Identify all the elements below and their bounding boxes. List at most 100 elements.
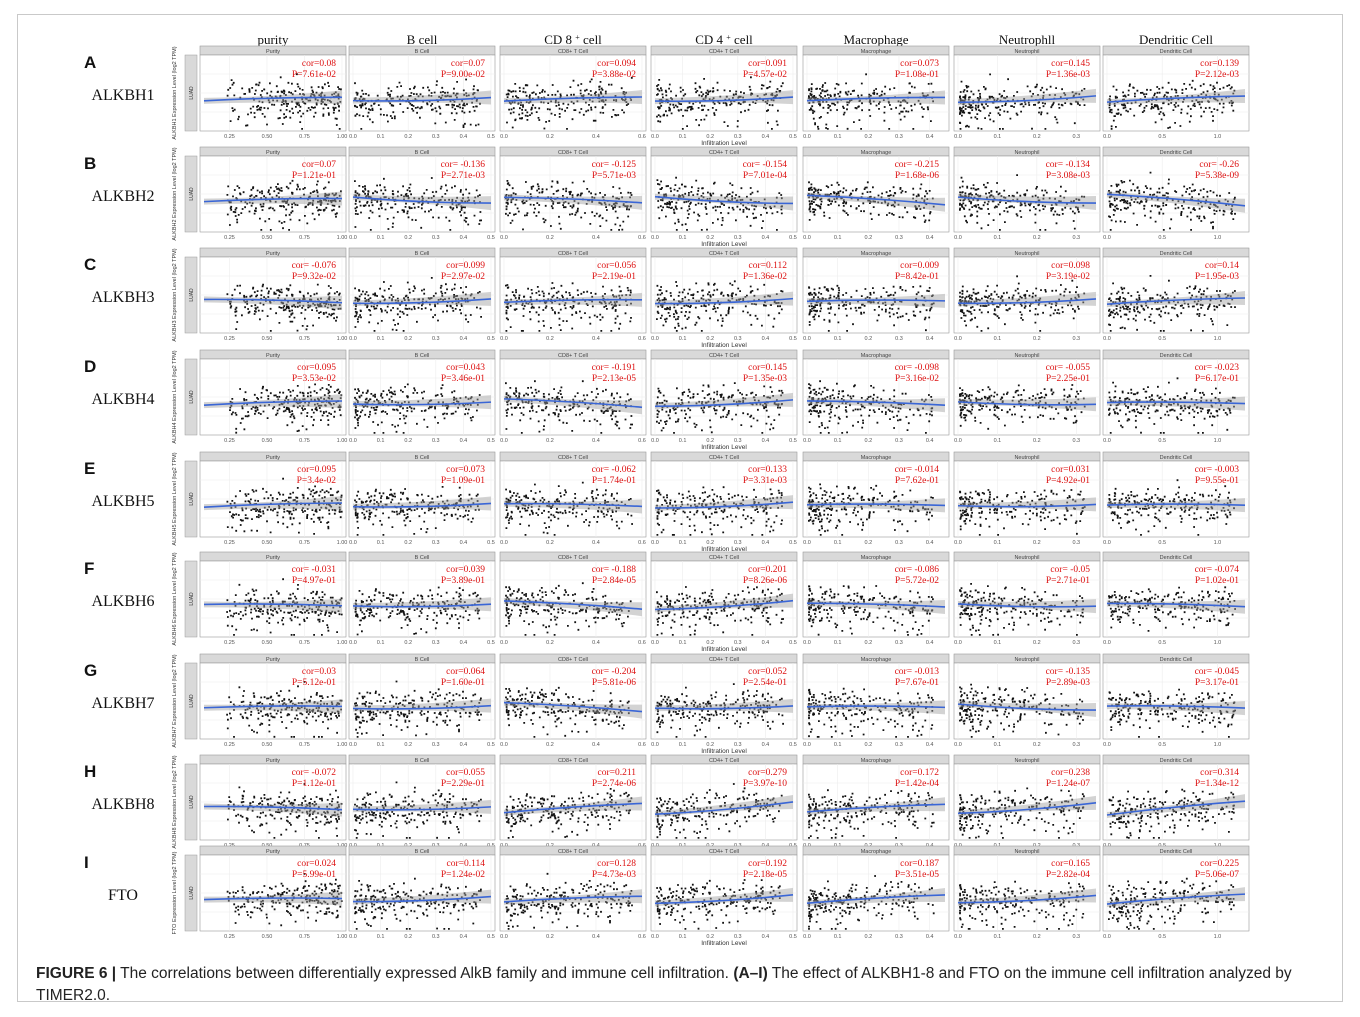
x-tick-label: 0.3	[432, 640, 440, 646]
strip-label: Purity	[266, 251, 280, 257]
scatter-points	[505, 282, 632, 332]
fit-line	[654, 599, 794, 611]
fit-line	[1106, 893, 1246, 905]
cor-annotation: cor=0.099	[446, 261, 485, 271]
x-tick-label: 0.50	[262, 235, 273, 241]
fit-line	[1106, 401, 1246, 405]
x-tick-label: 0.4	[592, 640, 600, 646]
fit-line	[654, 297, 794, 305]
x-tick-label: 0.3	[734, 336, 742, 342]
p-value-annotation: P=5.81e-06	[592, 678, 636, 688]
scatter-panel: CD4+ T Cell 0.0 0.1 0.2 0.3 0.4 0.5 cor=0.112P=…	[650, 247, 798, 342]
cor-annotation: cor= -0.136	[441, 160, 486, 170]
gene-label: ALKBH3	[91, 289, 154, 306]
fit-line	[957, 401, 1097, 406]
column-header-6: Dendritic Cell	[1139, 32, 1213, 47]
x-tick-label: 0.0	[803, 235, 811, 241]
x-tick-label: 0.5	[487, 934, 495, 940]
cor-annotation: cor= -0.055	[1046, 363, 1091, 373]
fit-line	[352, 401, 492, 406]
x-tick-label: 0.4	[926, 640, 934, 646]
cor-annotation: cor=0.201	[748, 565, 787, 575]
strip-label: Dendritic Cell	[1160, 49, 1193, 55]
scatter-panel: Neutrophil 0.0 0.1 0.2 0.3 cor=0.031P=4.92e-0…	[953, 451, 1101, 546]
x-tick-label: 1.00	[337, 742, 348, 748]
fit-line	[203, 705, 343, 709]
scatter-panel: CD8+ T Cell 0.0 0.2 0.4 0.6 cor=0.094P=3.88e-…	[499, 45, 647, 140]
x-tick-label: 0.5	[487, 540, 495, 546]
strip-label: Macrophage	[861, 758, 892, 764]
p-value-annotation: P=1.12e-01	[292, 779, 336, 789]
scatter-panel: CD8+ T Cell 0.0 0.2 0.4 0.6 cor= -0.062P=1.74…	[499, 451, 647, 546]
x-tick-label: 0.5	[789, 336, 797, 342]
x-tick-label: 0.6	[638, 934, 646, 940]
cor-annotation: cor=0.165	[1051, 859, 1090, 869]
fit-line	[654, 801, 794, 816]
p-value-annotation: P=2.82e-04	[1046, 870, 1090, 880]
p-value-annotation: P=1.24e-02	[441, 870, 485, 880]
x-tick-label: 0.4	[460, 438, 468, 444]
x-tick-label: 0.4	[762, 742, 770, 748]
x-tick-label: 0.1	[377, 540, 385, 546]
fit-line	[503, 895, 643, 903]
strip-label: B Cell	[415, 555, 430, 561]
scatter-points	[354, 680, 482, 738]
scatter-panel: B Cell 0.0 0.1 0.2 0.3 0.4 0.5 cor=0.114P=1.24e…	[348, 845, 496, 940]
x-tick-label: 1.00	[337, 934, 348, 940]
strip-label: B Cell	[415, 657, 430, 663]
strip-label: Purity	[266, 49, 280, 55]
x-tick-label: 0.4	[926, 540, 934, 546]
scatter-panel: Neutrophil 0.0 0.1 0.2 0.3 cor=0.145P=1.36e-0…	[953, 45, 1101, 140]
p-value-annotation: P=3.89e-01	[441, 576, 485, 586]
scatter-panel: CD4+ T Cell 0.0 0.1 0.2 0.3 0.4 0.5 cor=0.091P=…	[650, 45, 798, 140]
x-tick-label: 0.0	[349, 134, 357, 140]
fit-line	[957, 196, 1097, 204]
scatter-points	[226, 283, 342, 332]
panel-letter: I	[84, 853, 89, 872]
fit-line	[203, 502, 343, 508]
x-tick-label: 0.0	[803, 336, 811, 342]
x-tick-label: 0.6	[638, 438, 646, 444]
x-tick-label: 0.2	[404, 336, 412, 342]
confidence-band	[204, 495, 342, 511]
x-tick-label: 0.0	[954, 336, 962, 342]
p-value-annotation: P=4.57e-02	[743, 70, 787, 80]
confidence-band	[353, 395, 491, 410]
cor-annotation: cor= -0.062	[592, 465, 637, 475]
x-tick-label: 0.1	[834, 235, 842, 241]
x-tick-label: 0.5	[789, 438, 797, 444]
x-tick-label: 0.0	[803, 438, 811, 444]
fit-line	[1106, 193, 1246, 207]
x-tick-label: 0.4	[762, 235, 770, 241]
x-tick-label: 0.1	[377, 438, 385, 444]
cancer-strip	[184, 460, 198, 538]
strip-label: Neutrophil	[1014, 849, 1039, 855]
cor-annotation: cor=0.145	[1051, 59, 1090, 69]
x-tick-label: 0.4	[926, 934, 934, 940]
x-tick-label: 0.25	[224, 134, 235, 140]
strip-label: CD4+ T Cell	[709, 555, 739, 561]
x-tick-label: 1.0	[1214, 742, 1222, 748]
confidence-band	[807, 498, 945, 513]
x-axis-title: Infiltration Level	[701, 646, 747, 653]
p-value-annotation: P=1.36e-03	[1046, 70, 1090, 80]
scatter-points	[1108, 586, 1236, 632]
scatter-panel: CD4+ T Cell 0.0 0.1 0.2 0.3 0.4 0.5 cor=0.192P=…	[650, 845, 798, 940]
panel-row-F: F ALKBH6 LUAD ALKBH6 Expression Level (log2…	[84, 551, 1250, 653]
x-tick-label: 0.3	[1072, 336, 1080, 342]
confidence-band	[504, 90, 642, 105]
x-tick-label: 0.1	[994, 235, 1002, 241]
x-tick-label: 0.3	[432, 742, 440, 748]
p-value-annotation: P=8.26e-06	[743, 576, 787, 586]
cor-annotation: cor= -0.086	[895, 565, 940, 575]
x-tick-label: 1.00	[337, 235, 348, 241]
scatter-panel: Macrophage 0.0 0.1 0.2 0.3 0.4 cor= -0.215P=1.…	[802, 146, 950, 241]
cor-annotation: cor=0.098	[1051, 261, 1090, 271]
strip-label: CD8+ T Cell	[558, 49, 588, 55]
fit-line	[352, 603, 492, 608]
scatter-panel: Macrophage 0.0 0.1 0.2 0.3 0.4 cor= -0.014P=7.…	[802, 451, 950, 546]
scatter-panel: CD4+ T Cell 0.0 0.1 0.2 0.3 0.4 0.5 cor= -0.154…	[650, 146, 798, 241]
x-tick-label: 0.3	[895, 438, 903, 444]
scatter-points	[354, 383, 481, 434]
y-axis-title: ALKBH6 Expression Level (log2 TPM)	[172, 552, 178, 645]
